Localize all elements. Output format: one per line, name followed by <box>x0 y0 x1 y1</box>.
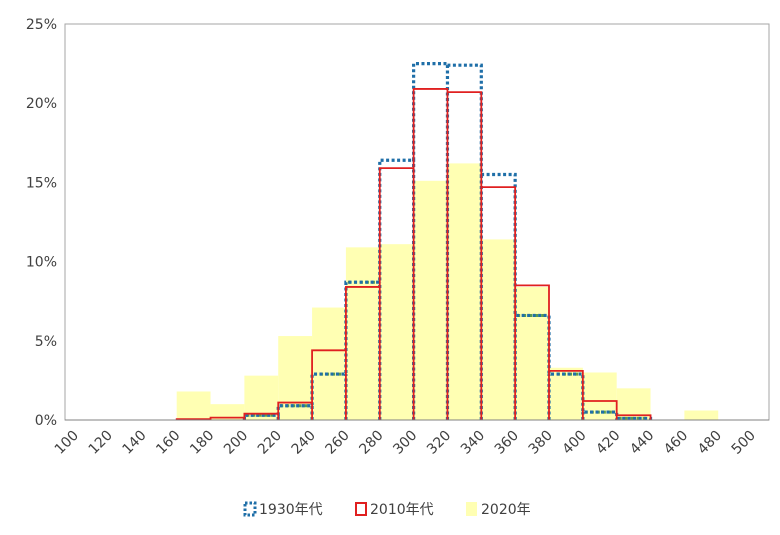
legend-swatch-2010s <box>355 502 367 516</box>
y-tick-label: 10% <box>26 255 57 271</box>
x-tick-label: 200 <box>221 428 251 458</box>
bar-2020-360 <box>515 286 549 420</box>
legend-label-2020: 2020年 <box>481 502 531 518</box>
bar-2020-220 <box>278 336 313 420</box>
x-tick-label: 280 <box>356 428 386 458</box>
legend-item-2010s: 2010年代 <box>355 502 434 518</box>
legend-swatch-1930s <box>243 501 257 517</box>
x-tick-label: 360 <box>492 428 522 458</box>
x-tick-label: 420 <box>593 428 623 458</box>
x-tick-label: 440 <box>627 428 657 458</box>
y-tick-label: 5% <box>35 334 57 350</box>
x-tick-label: 220 <box>255 428 285 458</box>
bar-2020-240 <box>312 307 346 420</box>
legend-label-2010s: 2010年代 <box>370 502 434 518</box>
legend: 1930年代 2010年代 2020年 <box>243 501 531 518</box>
bar-2020-160 <box>176 391 211 420</box>
bar-2020-200 <box>244 375 279 420</box>
y-tick-label: 20% <box>26 96 57 112</box>
y-tick-label: 15% <box>26 175 57 191</box>
x-tick-label: 120 <box>86 428 116 458</box>
bar-2020-180 <box>210 404 245 420</box>
bar-2020-320 <box>447 163 482 420</box>
x-tick-label: 180 <box>187 428 217 458</box>
x-axis-ticks: 100 120 140 160 180 200 220 240 260 280 300 320 340 3… <box>52 428 759 458</box>
bar-2020-460 <box>684 410 719 420</box>
y-tick-label: 0% <box>35 413 57 429</box>
x-tick-label: 500 <box>729 428 759 458</box>
x-tick-label: 240 <box>289 428 319 458</box>
legend-swatch-2020 <box>466 502 477 516</box>
legend-label-1930s: 1930年代 <box>259 502 323 518</box>
x-tick-label: 480 <box>695 428 725 458</box>
x-tick-label: 260 <box>323 428 353 458</box>
x-tick-label: 300 <box>390 428 420 458</box>
bar-2020-380 <box>549 367 583 420</box>
y-tick-label: 25% <box>26 17 57 33</box>
x-tick-label: 340 <box>458 428 488 458</box>
x-tick-label: 320 <box>424 428 454 458</box>
bar-2020-340 <box>481 239 516 420</box>
bar-2020-300 <box>413 180 448 420</box>
x-tick-label: 400 <box>559 428 589 458</box>
x-tick-label: 460 <box>661 428 691 458</box>
y-axis-ticks: 0% 5% 10% 15% 20% 25% <box>26 17 57 429</box>
x-tick-label: 140 <box>119 428 149 458</box>
legend-item-1930s: 1930年代 <box>243 501 323 518</box>
x-tick-label: 380 <box>526 428 556 458</box>
bar-2020-260 <box>345 247 380 420</box>
bar-2020-280 <box>379 244 414 420</box>
x-tick-label: 100 <box>52 428 82 458</box>
x-tick-label: 160 <box>153 428 183 458</box>
legend-item-2020: 2020年 <box>466 502 531 518</box>
